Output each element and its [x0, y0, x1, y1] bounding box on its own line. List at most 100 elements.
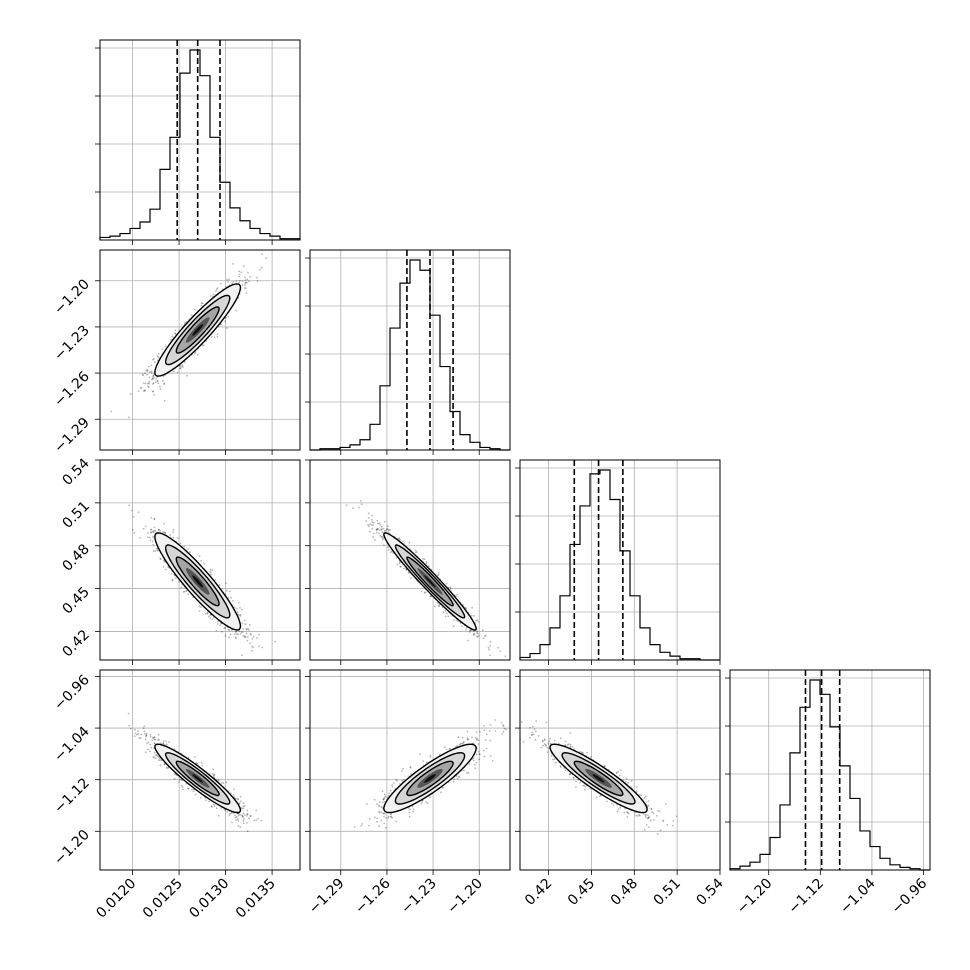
- scatter-point: [215, 629, 218, 632]
- scatter-point: [225, 582, 227, 585]
- scatter-point: [379, 523, 382, 526]
- scatter-point: [372, 536, 375, 539]
- scatter-point: [215, 288, 218, 291]
- scatter-point: [360, 503, 363, 506]
- scatter-point: [232, 263, 234, 265]
- scatter-point: [223, 627, 226, 629]
- scatter-point: [139, 537, 142, 539]
- scatter-point: [211, 772, 214, 775]
- scatter-point: [157, 528, 160, 531]
- scatter-point: [224, 320, 227, 323]
- scatter-point: [475, 619, 478, 622]
- panel-2-0: [95, 459, 301, 665]
- scatter-point: [248, 623, 251, 626]
- scatter-point: [447, 615, 449, 618]
- scatter-point: [157, 352, 160, 355]
- scatter-point: [203, 562, 205, 565]
- scatter-point: [237, 825, 240, 827]
- scatter-point: [241, 284, 244, 287]
- scatter-point: [225, 327, 228, 330]
- scatter-point: [172, 536, 175, 539]
- scatter-point: [210, 336, 213, 338]
- scatter-point: [415, 551, 418, 553]
- scatter-point: [144, 382, 147, 385]
- scatter-point: [239, 800, 242, 803]
- scatter-point: [452, 625, 455, 628]
- scatter-point: [484, 634, 487, 637]
- scatter-point: [244, 279, 247, 281]
- scatter-point: [274, 640, 277, 643]
- scatter-point: [150, 372, 153, 374]
- scatter-point: [383, 544, 385, 547]
- scatter-point: [239, 613, 242, 616]
- scatter-point: [164, 568, 167, 571]
- scatter-point: [162, 740, 165, 742]
- scatter-point: [159, 530, 162, 532]
- scatter-point: [179, 367, 182, 370]
- scatter-point: [194, 308, 197, 311]
- scatter-point: [216, 333, 219, 335]
- scatter-point: [148, 382, 151, 385]
- scatter-point: [187, 548, 190, 550]
- scatter-point: [165, 740, 168, 743]
- scatter-point: [176, 537, 179, 539]
- scatter-point: [152, 543, 155, 546]
- scatter-point: [227, 628, 230, 631]
- scatter-point: [488, 648, 490, 651]
- scatter-point: [162, 379, 164, 382]
- scatter-point: [174, 332, 177, 335]
- scatter-point: [238, 273, 241, 276]
- scatter-point: [469, 629, 472, 631]
- scatter-point: [199, 796, 202, 799]
- scatter-point: [442, 611, 445, 614]
- scatter-point: [196, 353, 199, 356]
- scatter-point: [146, 369, 149, 372]
- scatter-point: [231, 600, 234, 602]
- panel-0-0: [95, 39, 301, 245]
- scatter-point: [244, 287, 247, 289]
- scatter-point: [209, 617, 212, 619]
- scatter-point: [386, 525, 389, 528]
- scatter-point: [184, 321, 187, 324]
- scatter-point: [142, 382, 145, 384]
- scatter-point: [249, 632, 252, 635]
- scatter-point: [200, 559, 203, 562]
- scatter-point: [205, 799, 207, 802]
- scatter-point: [367, 512, 370, 515]
- scatter-point: [150, 516, 153, 519]
- scatter-point: [151, 358, 154, 361]
- scatter-point: [489, 654, 491, 656]
- scatter-point: [172, 529, 175, 531]
- scatter-point: [414, 549, 417, 552]
- scatter-point: [211, 569, 214, 572]
- scatter-point: [372, 521, 375, 524]
- scatter-point: [239, 633, 242, 635]
- scatter-point: [424, 591, 427, 594]
- scatter-point: [212, 768, 215, 770]
- scatter-point: [148, 536, 151, 539]
- scatter-point: [221, 630, 224, 633]
- scatter-point: [410, 577, 413, 579]
- scatter-point: [157, 356, 160, 359]
- scatter-point: [387, 546, 390, 549]
- scatter-point: [465, 627, 468, 629]
- scatter-point: [237, 602, 240, 604]
- scatter-point: [225, 781, 228, 784]
- scatter-point: [153, 518, 156, 521]
- scatter-point: [159, 385, 161, 388]
- scatter-point: [219, 624, 221, 627]
- scatter-point: [217, 620, 219, 623]
- scatter-point: [422, 557, 424, 560]
- scatter-point: [243, 287, 246, 289]
- scatter-point: [489, 640, 492, 643]
- scatter-point: [359, 500, 362, 502]
- scatter-point: [365, 520, 368, 522]
- scatter-point: [141, 373, 144, 376]
- scatter-point: [156, 549, 159, 552]
- scatter-point: [473, 615, 475, 617]
- scatter-point: [225, 316, 228, 319]
- scatter-point: [162, 565, 165, 568]
- scatter-point: [246, 278, 249, 281]
- scatter-point: [216, 335, 219, 338]
- scatter-point: [407, 572, 410, 574]
